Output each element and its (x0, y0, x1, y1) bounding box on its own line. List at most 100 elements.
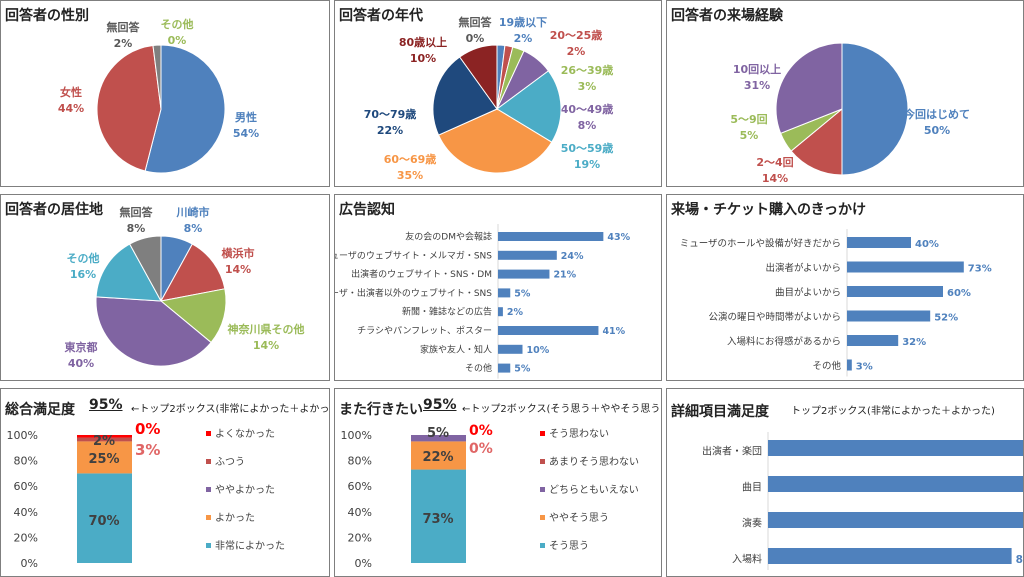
ad-value-6: 10% (527, 345, 550, 356)
residence-slice-4 (95, 243, 162, 302)
gender-label-name-2: 無回答 (107, 20, 141, 34)
satisfaction-segment-0 (77, 473, 132, 563)
residence-slice-5 (129, 235, 162, 302)
revisit-ytick-0: 100% (341, 429, 372, 442)
satisfaction-ytick-5: 0% (21, 557, 38, 570)
satisfaction-legend-label-1: ふつう (215, 456, 245, 468)
gender-label-value-3: 0% (168, 34, 187, 47)
age-label-name-0: 19歳以下 (499, 15, 547, 29)
panel-title: 回答者の年代 (339, 8, 423, 24)
visit-label-name-0: 今回はじめて (903, 107, 970, 121)
detail-bar-3 (768, 548, 1012, 564)
satisfaction-legend-swatch-3 (206, 515, 211, 520)
trigger-category-0: ミューザのホールや設備が好きだから (680, 238, 841, 250)
trigger-value-0: 40% (915, 239, 939, 250)
trigger-category-4: 入場料にお得感があるから (727, 336, 841, 348)
age-label-value-6: 22% (377, 124, 403, 137)
detail-bar-chart: 出演者・楽団97%曲目95%演奏95%入場料84% (702, 432, 1024, 570)
ad-category-6: 家族や友人・知人 (420, 343, 492, 355)
visit-label-value-2: 5% (740, 129, 759, 142)
age-label-value-4: 19% (574, 158, 600, 171)
revisit-segment-1 (411, 441, 466, 470)
age-label-name-2: 26～39歳 (561, 63, 614, 77)
ad-value-5: 41% (602, 326, 625, 337)
residence-label-name-4: その他 (67, 251, 100, 265)
residence-label-name-2: 神奈川県その他 (228, 322, 305, 336)
trigger-bar-5 (847, 359, 852, 371)
ad-category-2: 出演者のウェブサイト・SNS・DM (351, 268, 492, 280)
panel-title: 総合満足度 (5, 402, 75, 418)
trigger-category-3: 公演の曜日や時間帯がよいから (708, 311, 841, 323)
trigger-category-1: 出演者がよいから (765, 262, 841, 274)
visit-label-value-0: 50% (924, 124, 950, 137)
visit-label-name-3: 10回以上 (733, 62, 781, 76)
panel-ad: 広告認知 友の会のDMや会報誌 43% ミューザのウェブサイト・メルマガ・SNS 24… (334, 194, 662, 381)
satisfaction-segment-label-4: 2% (93, 434, 115, 449)
ad-value-7: 5% (514, 364, 531, 375)
ad-category-7: その他 (465, 362, 492, 374)
revisit-legend-label-3: ややそう思う (549, 512, 609, 524)
trigger-bar-4 (847, 335, 899, 346)
trigger-category-5: その他 (812, 360, 841, 372)
ad-bar-5 (498, 326, 599, 335)
satisfaction-legend-swatch-4 (206, 543, 211, 548)
satisfaction-legend-swatch-1 (206, 459, 211, 464)
panel-title: 来場・チケット購入のきっかけ (671, 202, 867, 218)
ad-bar-1 (498, 250, 557, 260)
detail-category-3: 入場料 (732, 553, 762, 566)
residence-label-value-1: 14% (225, 263, 251, 276)
residence-label-name-0: 川崎市 (176, 205, 210, 219)
trigger-bar-3 (847, 310, 931, 322)
panel-visit: 回答者の来場経験 今回はじめて 50% 2～4回 14% 5～9回 5% 10回以上 31% (666, 0, 1024, 187)
age-label-name-3: 40～49歳 (561, 102, 614, 116)
gender-label-value-2: 2% (114, 37, 133, 50)
trigger-value-2: 60% (947, 288, 971, 299)
gender-label-name-0: 男性 (235, 110, 257, 124)
visit-slice-0 (841, 42, 909, 176)
revisit-segment-label-4: 0% (469, 423, 493, 439)
satisfaction-ytick-0: 100% (7, 429, 38, 442)
revisit-legend-swatch-2 (540, 487, 545, 492)
detail-category-2: 演奏 (742, 517, 762, 530)
age-label-name-7: 80歳以上 (399, 35, 447, 49)
satisfaction-segment-label-3: 3% (135, 441, 160, 459)
panel-title: 詳細項目満足度 (671, 404, 769, 420)
detail-bar-2 (768, 512, 1023, 528)
ad-value-2: 21% (553, 270, 576, 281)
satisfaction-legend-swatch-0 (206, 431, 211, 436)
detail-value-3: 84% (1016, 554, 1024, 566)
panel-gender: 回答者の性別 男性 54% 女性 44% 無回答 2% その他 0% (0, 0, 330, 187)
age-label-value-8: 0% (466, 32, 485, 45)
panel-age: 回答者の年代 19歳以下 2% 20～25歳 2% 26～39歳 3% 40～49歳 8% 50… (334, 0, 662, 187)
satisfaction-segment-1 (77, 441, 132, 474)
age-label-value-1: 2% (567, 45, 586, 58)
revisit-legend-swatch-3 (540, 515, 545, 520)
ad-value-3: 5% (514, 288, 531, 299)
gender-slice-2 (152, 44, 162, 110)
age-label-value-7: 10% (410, 52, 436, 65)
age-label-name-4: 50～59歳 (561, 141, 614, 155)
revisit-segment-label-3: 0% (469, 441, 493, 457)
revisit-segment-0 (411, 469, 466, 563)
gender-label-name-3: その他 (161, 17, 194, 31)
panel-trigger: 来場・チケット購入のきっかけ ミューザのホールや設備が好きだから 40% 出演者がよ… (666, 194, 1024, 381)
revisit-segment-label-2: 5% (427, 426, 449, 441)
satisfaction-ytick-2: 60% (14, 480, 38, 493)
top2-value: 95% (89, 397, 123, 413)
panel-title: 回答者の居住地 (5, 202, 103, 218)
ad-value-4: 2% (507, 307, 524, 318)
satisfaction-segment-4 (77, 435, 132, 438)
residence-slice-2 (159, 288, 227, 344)
revisit-segment-label-0: 73% (422, 512, 453, 527)
ad-bar-chart: 友の会のDMや会報誌 43% ミューザのウェブサイト・メルマガ・SNS 24% 出演者の… (335, 224, 631, 379)
panel-residence: 回答者の居住地 川崎市 8% 横浜市 14% 神奈川県その他 14% 東京都 40% その他 16… (0, 194, 330, 381)
residence-label-name-5: 無回答 (120, 205, 154, 219)
ad-category-4: 新聞・雑誌などの広告 (402, 306, 492, 318)
age-slice-7 (459, 44, 498, 111)
revisit-stacked-chart: 100% 80% 60% 40% 20% 0% 73% 22% 5% 0% 0% そう思わないあまりそ… (341, 423, 639, 570)
age-label-name-5: 60～69歳 (384, 152, 437, 166)
gender-label-name-1: 女性 (60, 85, 82, 99)
ad-bar-3 (498, 288, 511, 298)
age-slice-6 (432, 56, 498, 136)
trigger-bar-0 (847, 237, 911, 248)
